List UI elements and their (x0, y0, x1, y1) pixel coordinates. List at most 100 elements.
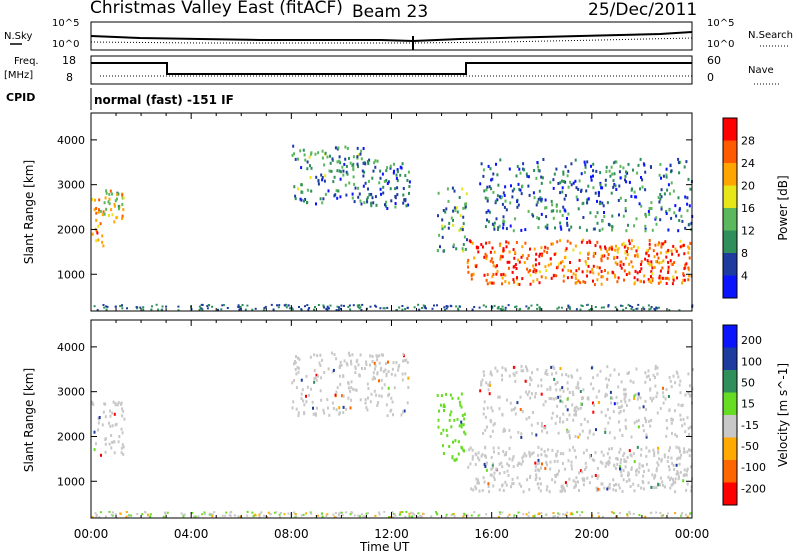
echo-cell (650, 281, 653, 284)
echo-cell (297, 414, 300, 417)
ground-echo-cell (273, 511, 276, 514)
ground-echo-cell (105, 305, 108, 308)
echo-cell (587, 264, 590, 268)
echo-cell (564, 194, 567, 197)
echo-cell (309, 164, 311, 168)
echo-cell (665, 210, 668, 214)
echo-cell (624, 209, 627, 213)
echo-cell (339, 360, 342, 364)
echo-cell (293, 152, 295, 156)
echo-cell (561, 373, 564, 377)
echo-cell (657, 256, 660, 260)
echo-cell (320, 398, 323, 402)
echo-cell (658, 200, 661, 204)
cpid-label: CPID (6, 91, 35, 104)
echo-cell (458, 229, 461, 232)
echo-cell (564, 249, 567, 252)
echo-cell (668, 449, 671, 453)
echo-cell (566, 221, 569, 225)
echo-cell (334, 146, 337, 150)
echo-cell (573, 486, 576, 489)
ground-echo-cell (221, 514, 224, 517)
ground-echo-cell (552, 515, 555, 518)
echo-cell (533, 247, 536, 251)
echo-cell (291, 153, 294, 157)
echo-cell (624, 465, 627, 469)
echo-cell (300, 190, 303, 194)
echo-cell (529, 476, 531, 479)
echo-cell (538, 217, 540, 221)
echo-cell (546, 226, 549, 230)
echo-cell (601, 201, 604, 205)
ground-echo-cell (141, 513, 144, 516)
ground-echo-cell (300, 308, 303, 311)
echo-cell (482, 476, 485, 480)
echo-cell (117, 192, 120, 196)
ground-echo-cell (680, 513, 683, 516)
echo-cell (92, 403, 95, 406)
echo-cell (113, 412, 116, 416)
echo-cell (502, 220, 505, 224)
echo-cell (366, 382, 369, 386)
echo-cell (677, 477, 680, 481)
echo-cell (446, 434, 449, 438)
ground-echo-cell (470, 514, 473, 517)
echo-cell (644, 257, 647, 261)
echo-cell (649, 378, 651, 382)
echo-cell (450, 425, 453, 429)
echo-cell (655, 486, 658, 489)
echo-cell (393, 386, 396, 390)
echo-cell (494, 199, 497, 203)
echo-cell (111, 424, 114, 428)
echo-cell (645, 435, 648, 439)
echo-cell (93, 198, 96, 202)
ground-echo-cell (283, 513, 286, 516)
echo-cell (333, 175, 336, 179)
echo-cell (657, 446, 660, 450)
echo-cell (619, 196, 622, 200)
echo-cell (571, 390, 574, 394)
echo-cell (625, 480, 628, 483)
ground-echo-cell (653, 307, 656, 310)
echo-cell (98, 198, 101, 202)
echo-cell (95, 218, 98, 222)
echo-cell (569, 241, 572, 245)
echo-cell (645, 462, 648, 466)
echo-cell (352, 168, 355, 172)
ground-echo-cell (378, 513, 381, 516)
echo-cell (601, 482, 604, 486)
echo-cell (648, 263, 651, 267)
echo-cell (460, 422, 463, 426)
echo-cell (596, 476, 599, 480)
echo-cell (683, 447, 686, 451)
echo-cell (505, 208, 508, 212)
ground-echo-cell (564, 513, 567, 516)
echo-cell (540, 424, 543, 428)
echo-cell (537, 453, 540, 457)
echo-cell (338, 411, 341, 415)
echo-cell (546, 246, 549, 250)
echo-cell (547, 263, 550, 267)
echo-cell (612, 410, 615, 414)
echo-cell (448, 418, 451, 422)
ground-echo-cell (180, 512, 183, 515)
echo-cell (674, 270, 677, 274)
echo-cell (674, 490, 677, 494)
echo-cell (321, 176, 324, 179)
echo-cell (455, 247, 458, 251)
ground-echo-cell (307, 308, 310, 311)
echo-cell (401, 372, 404, 376)
echo-cell (339, 382, 342, 386)
echo-cell (647, 481, 650, 485)
velocity-frame (90, 319, 693, 519)
echo-cell (117, 440, 120, 444)
ground-echo-cell (326, 513, 329, 516)
echo-cell (101, 240, 104, 244)
echo-cell (579, 390, 582, 393)
echo-cell (554, 421, 557, 425)
echo-cell (364, 401, 367, 405)
echo-cell (367, 396, 369, 400)
echo-cell (505, 240, 508, 244)
echo-cell (637, 425, 640, 429)
echo-cell (537, 168, 540, 172)
